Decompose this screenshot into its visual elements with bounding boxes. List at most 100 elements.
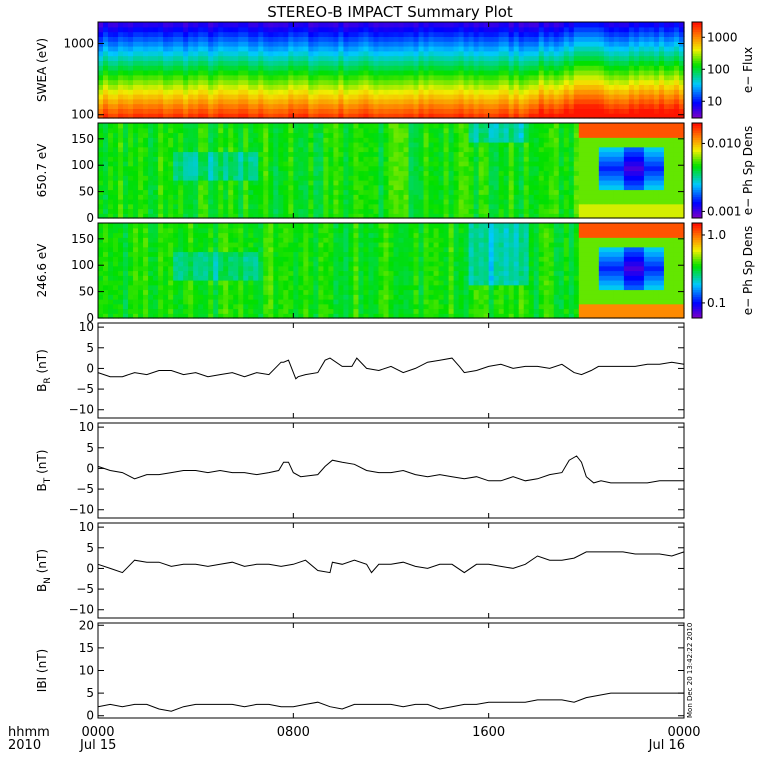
heatmap-cell xyxy=(398,79,405,85)
heatmap-cell xyxy=(433,79,440,85)
heatmap-cell xyxy=(503,50,510,57)
heatmap-cell xyxy=(168,189,174,195)
heatmap-cell xyxy=(548,194,555,200)
heatmap-cell xyxy=(268,199,274,205)
heatmap-cell xyxy=(493,199,500,205)
heatmap-cell xyxy=(223,156,229,162)
heatmap-cell xyxy=(508,89,515,95)
heatmap-cell xyxy=(243,175,249,181)
heatmap-cell xyxy=(618,36,625,42)
heatmap-cell xyxy=(373,31,380,37)
heatmap-cell xyxy=(418,203,425,210)
heatmap-cell xyxy=(248,189,254,195)
heatmap-cell xyxy=(678,36,685,42)
heatmap-cell xyxy=(313,175,319,181)
heatmap-cell xyxy=(183,170,189,176)
heatmap-cell xyxy=(273,213,279,219)
heatmap-cell xyxy=(238,146,244,153)
heatmap-cell xyxy=(303,65,309,71)
heatmap-cell xyxy=(143,60,149,66)
heatmap-cell xyxy=(363,127,370,134)
heatmap-cell xyxy=(473,55,480,61)
heatmap-cell xyxy=(548,123,555,129)
heatmap-cell xyxy=(188,175,194,181)
heatmap-cell xyxy=(233,103,239,109)
heatmap-cell xyxy=(228,137,234,143)
heatmap-cell xyxy=(603,199,610,205)
heatmap-cell xyxy=(498,184,505,191)
heatmap-cell xyxy=(458,199,465,205)
heatmap-cell xyxy=(503,103,510,109)
heatmap-cell xyxy=(128,123,134,129)
heatmap-cell xyxy=(488,132,495,138)
heatmap-cell xyxy=(298,46,304,52)
heatmap-cell xyxy=(643,84,650,90)
heatmap-cell xyxy=(273,137,279,143)
colorbar-cell xyxy=(692,41,702,45)
heatmap-cell xyxy=(648,89,655,95)
heatmap-cell xyxy=(98,146,104,153)
heatmap-cell xyxy=(413,127,420,134)
heatmap-cell xyxy=(138,132,144,138)
heatmap-cell xyxy=(618,156,625,162)
heatmap-cell xyxy=(148,113,154,119)
heatmap-cell xyxy=(593,70,600,76)
heatmap-cell xyxy=(253,123,259,129)
heatmap-cell xyxy=(273,89,279,95)
heatmap-cell xyxy=(193,22,199,28)
heatmap-cell xyxy=(153,184,159,191)
heatmap-cell xyxy=(528,151,535,157)
heatmap-cell xyxy=(178,22,184,28)
heatmap-cell xyxy=(203,84,209,90)
heatmap-cell xyxy=(638,137,645,143)
heatmap-cell xyxy=(328,65,334,71)
heatmap-cell xyxy=(648,36,655,42)
heatmap-cell xyxy=(573,65,580,71)
heatmap-cell xyxy=(293,94,299,100)
heatmap-cell xyxy=(663,94,670,100)
heatmap-cell xyxy=(548,84,555,90)
colorbar-cell xyxy=(692,36,702,40)
heatmap-cell xyxy=(498,199,505,205)
heatmap-cell xyxy=(233,113,239,119)
heatmap-cell xyxy=(283,98,289,105)
heatmap-cell xyxy=(518,170,525,176)
heatmap-cell xyxy=(133,132,139,138)
heatmap-cell xyxy=(483,165,490,172)
heatmap-cell xyxy=(653,113,660,119)
heatmap-cell xyxy=(133,194,139,200)
heatmap-cell xyxy=(328,165,334,172)
heatmap-cell xyxy=(123,123,129,129)
heatmap-cell xyxy=(393,213,400,219)
heatmap-cell xyxy=(258,60,264,66)
heatmap-cell xyxy=(603,170,610,176)
heatmap-cell xyxy=(633,108,640,114)
heatmap-cell xyxy=(383,213,390,219)
heatmap-cell xyxy=(138,170,144,176)
heatmap-cell xyxy=(398,46,405,52)
heatmap-cell xyxy=(458,146,465,153)
heatmap-cell xyxy=(288,36,294,42)
heatmap-cell xyxy=(118,22,124,28)
heatmap-cell xyxy=(313,208,319,214)
heatmap-cell xyxy=(198,46,204,52)
heatmap-cell xyxy=(208,50,214,57)
heatmap-cell xyxy=(333,123,340,129)
heatmap-cell xyxy=(638,203,645,210)
heatmap-cell xyxy=(438,55,445,61)
heatmap-cell xyxy=(113,50,119,57)
colorbar-cell xyxy=(692,46,702,49)
heatmap-cell xyxy=(243,55,249,61)
heatmap-cell xyxy=(198,98,204,105)
heatmap-cell xyxy=(538,175,545,181)
heatmap-cell xyxy=(453,184,460,191)
heatmap-cell xyxy=(583,50,590,57)
heatmap-cell xyxy=(233,199,239,205)
heatmap-cell xyxy=(323,180,329,186)
heatmap-cell xyxy=(108,261,114,267)
heatmap-cell xyxy=(213,175,219,181)
heatmap-cell xyxy=(223,98,229,105)
heatmap-cell xyxy=(128,55,134,61)
heatmap-cell xyxy=(198,137,204,143)
heatmap-cell xyxy=(338,194,345,200)
